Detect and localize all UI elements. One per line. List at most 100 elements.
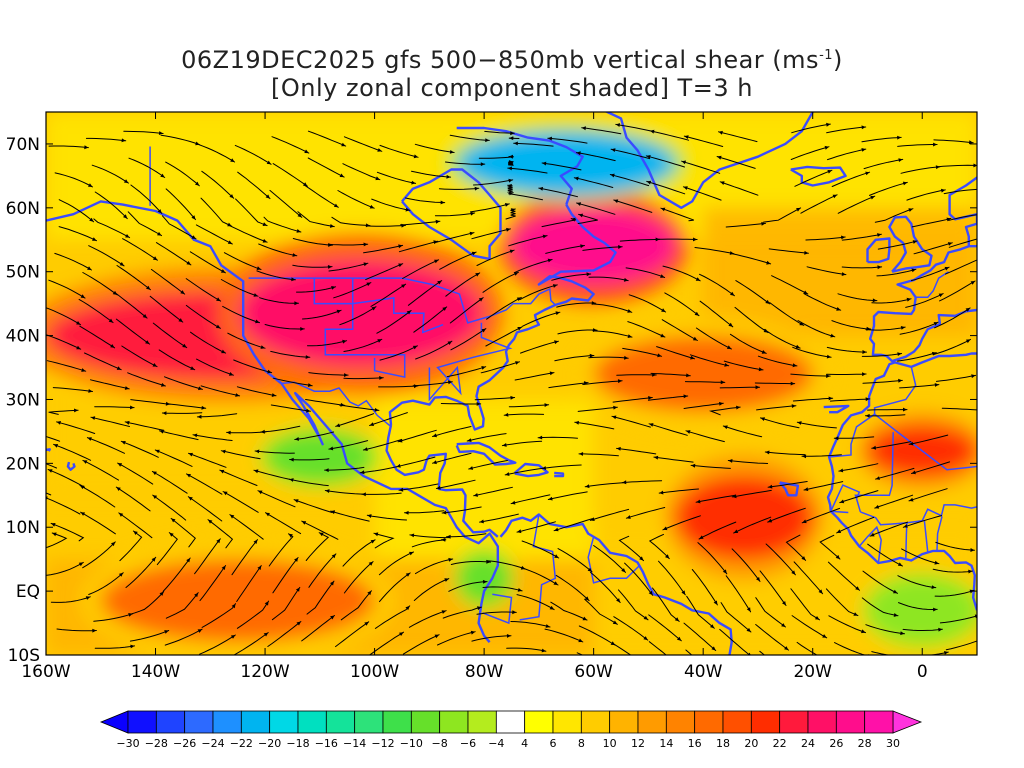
streamline-arrow [367, 590, 372, 596]
streamline-arrow [198, 386, 203, 391]
streamline [437, 631, 476, 646]
streamline-arrow [405, 605, 410, 611]
streamline [374, 605, 411, 629]
streamline-arrow [404, 510, 409, 515]
title-exponent: -1 [819, 48, 834, 63]
streamline-arrow [401, 284, 406, 288]
streamline [371, 198, 411, 211]
streamline [434, 212, 476, 217]
streamline [708, 406, 741, 416]
streamline [574, 421, 615, 430]
streamline [926, 651, 949, 655]
streamline-arrow [582, 616, 587, 621]
streamline-arrow [504, 412, 509, 417]
coastline [554, 471, 565, 478]
streamline-arrow [271, 393, 276, 397]
streamline-arrow [657, 353, 662, 358]
streamline [911, 217, 952, 228]
streamline-arrow [690, 355, 695, 360]
streamline [690, 464, 731, 469]
streamline [790, 588, 820, 621]
streamline [790, 146, 830, 160]
streamline [94, 191, 128, 220]
streamline [513, 142, 554, 147]
streamline-arrow [655, 237, 660, 242]
coastline [66, 461, 76, 471]
streamline [293, 499, 333, 513]
streamline [486, 560, 526, 570]
streamline-arrow [900, 631, 905, 636]
streamline-arrow [162, 411, 167, 416]
streamline [865, 624, 905, 635]
streamline-arrow [85, 596, 91, 600]
streamline [343, 561, 374, 594]
streamline [226, 431, 267, 434]
streamline [482, 271, 519, 293]
streamline [445, 161, 486, 165]
streamline [222, 305, 260, 324]
streamline-arrow [728, 459, 733, 463]
streamline-arrow [612, 620, 618, 625]
streamline [196, 413, 238, 418]
streamline [906, 189, 946, 201]
streamline [945, 640, 977, 651]
streamline [378, 385, 419, 388]
streamline [556, 302, 597, 308]
streamline [720, 602, 752, 633]
streamline-arrow [197, 629, 203, 633]
streamline-arrow [804, 250, 809, 255]
streamline-arrow [486, 559, 491, 564]
border-line [915, 271, 949, 299]
streamline-arrow [161, 382, 166, 387]
streamline-arrow [828, 396, 833, 401]
streamline [128, 157, 166, 178]
streamline-arrow [448, 380, 453, 385]
streamline-arrow [330, 510, 336, 515]
streamline-arrow [221, 349, 226, 354]
streamline-arrow [718, 130, 723, 135]
streamline-arrow [157, 209, 162, 214]
streamline-arrow [152, 256, 158, 261]
streamline [48, 409, 79, 415]
streamline [93, 613, 134, 622]
streamline [86, 437, 125, 454]
streamline-arrow [256, 266, 261, 270]
streamline-arrow [264, 601, 269, 606]
streamline [901, 548, 940, 565]
streamline [871, 651, 892, 655]
streamline [592, 303, 633, 313]
streamline-arrow [371, 306, 376, 311]
streamline-arrow [469, 231, 474, 236]
x-tick-label: 120W [240, 662, 289, 682]
streamline [46, 307, 81, 326]
streamline-arrow [585, 484, 590, 489]
coastline [778, 481, 800, 497]
colorbar-swatch [127, 710, 157, 734]
streamline-arrow [265, 512, 270, 517]
streamline-arrow [230, 635, 236, 639]
streamline [446, 366, 487, 378]
colorbar-high-arrow [892, 710, 923, 734]
streamline [415, 558, 454, 575]
streamline [79, 325, 116, 349]
streamline-arrow [294, 437, 299, 441]
streamline-arrow [933, 322, 939, 326]
streamline [869, 181, 908, 196]
colorbar-label: −20 [258, 737, 281, 750]
streamline-arrow [470, 211, 475, 216]
streamline [84, 352, 122, 371]
streamline [803, 293, 842, 311]
streamline-arrow [155, 449, 160, 454]
streamline [662, 265, 701, 282]
streamline [555, 574, 590, 602]
streamline [504, 467, 545, 476]
streamline [897, 575, 937, 589]
colorbar-swatch [495, 710, 526, 734]
streamline [116, 265, 151, 291]
streamline [120, 440, 159, 458]
streamline [683, 622, 717, 651]
streamline [755, 624, 789, 651]
streamline-arrow [412, 345, 418, 350]
streamline [593, 545, 626, 573]
streamlines [46, 123, 977, 655]
